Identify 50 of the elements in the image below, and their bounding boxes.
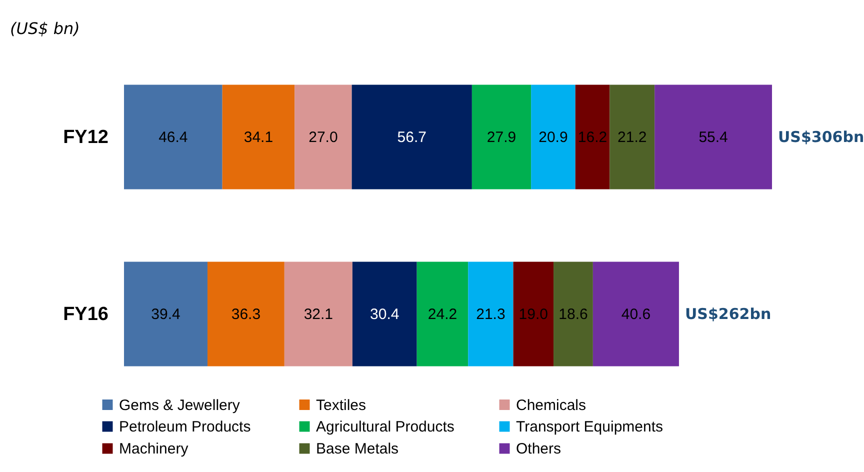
bar — [416, 262, 468, 366]
bar — [554, 262, 593, 366]
data-label: 30.4 — [370, 306, 400, 324]
data-label: 21.2 — [618, 128, 647, 146]
data-label: 19.0 — [518, 306, 548, 324]
legend-label: Gems & Jewellery — [119, 396, 240, 414]
legend-label: Others — [516, 440, 562, 458]
bar — [468, 262, 514, 366]
data-label: 36.3 — [231, 306, 261, 324]
data-label: 34.1 — [244, 128, 274, 146]
data-label: 32.1 — [304, 306, 334, 324]
bar — [294, 84, 352, 190]
bar — [124, 262, 208, 366]
legend-label: Transport Equipments — [516, 418, 664, 436]
bar — [513, 262, 554, 366]
data-label: 56.7 — [397, 128, 426, 146]
legend-label: Base Metals — [316, 440, 399, 458]
bar — [207, 262, 284, 366]
total-label: US$262bn — [684, 305, 772, 324]
data-label: 46.4 — [158, 128, 188, 146]
data-label: 20.9 — [538, 128, 568, 146]
legend-label: Agricultural Products — [316, 418, 454, 436]
bar — [222, 84, 295, 190]
data-label: 27.0 — [308, 128, 338, 146]
bar — [531, 84, 576, 190]
legend-label: Textiles — [316, 396, 366, 414]
data-label: 27.9 — [486, 128, 516, 146]
y-tick-label: FY12 — [63, 126, 108, 148]
bar — [472, 84, 532, 190]
data-label: 40.6 — [621, 306, 651, 324]
bar — [654, 84, 772, 190]
data-label: 16.2 — [578, 128, 608, 146]
bar — [284, 262, 352, 366]
data-label: 39.4 — [151, 306, 180, 324]
bar — [352, 84, 472, 190]
bar — [352, 262, 417, 366]
legend-label: Chemicals — [516, 396, 586, 414]
total-label: US$306bn — [778, 128, 864, 146]
bar — [575, 84, 610, 190]
bar — [124, 84, 222, 190]
data-label: 21.3 — [476, 306, 506, 324]
bar — [592, 262, 679, 366]
data-label: 18.6 — [558, 306, 588, 324]
data-label: 24.2 — [428, 306, 458, 324]
chart-title: (US$ bn) — [10, 19, 80, 38]
bar — [610, 84, 655, 190]
data-label: 55.4 — [698, 128, 728, 146]
legend-label: Machinery — [119, 440, 189, 458]
y-tick-label: FY16 — [63, 304, 108, 326]
legend-label: Petroleum Products — [119, 418, 251, 436]
